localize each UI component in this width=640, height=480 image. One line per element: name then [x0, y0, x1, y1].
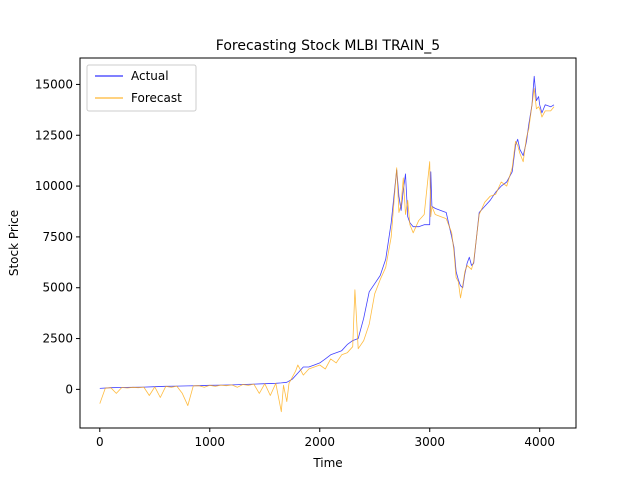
- series-line-forecast: [99, 88, 555, 413]
- x-tick-label: 0: [96, 435, 104, 449]
- axes-frame: [79, 57, 577, 429]
- y-tick-label: 15000: [35, 77, 73, 91]
- y-tick-label: 10000: [35, 179, 73, 193]
- x-axis-title: Time: [312, 456, 342, 470]
- x-tick-label: 1000: [195, 435, 226, 449]
- y-axis: 0 2500 5000 7500 10000 12500 15000: [35, 77, 80, 396]
- x-tick-label: 3000: [414, 435, 445, 449]
- y-tick-label: 2500: [42, 332, 73, 346]
- series-line-actual: [99, 75, 555, 389]
- y-tick-label: 5000: [42, 281, 73, 295]
- y-tick-label: 12500: [35, 128, 73, 142]
- y-tick-label: 7500: [42, 230, 73, 244]
- y-tick-label: 0: [65, 382, 73, 396]
- x-tick-label: 2000: [304, 435, 335, 449]
- legend-label-actual: Actual: [131, 69, 169, 83]
- legend-label-forecast: Forecast: [131, 91, 182, 105]
- legend: Actual Forecast: [86, 64, 197, 112]
- x-axis: 0 1000 2000 3000 4000: [96, 428, 555, 449]
- x-tick-label: 4000: [524, 435, 555, 449]
- plot-area: [99, 75, 555, 413]
- y-axis-title: Stock Price: [7, 210, 21, 276]
- chart-title: Forecasting Stock MLBI TRAIN_5: [216, 38, 440, 54]
